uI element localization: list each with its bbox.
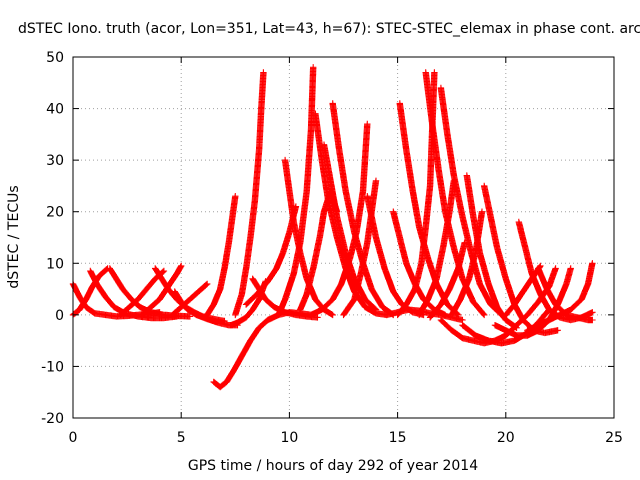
y-tick-label: -20 — [41, 411, 64, 427]
data-series — [426, 239, 468, 321]
data-series — [312, 110, 390, 319]
y-tick-label: 10 — [46, 256, 64, 272]
data-series — [329, 100, 397, 319]
x-tick-label: 20 — [497, 430, 515, 446]
data-series — [524, 260, 596, 334]
y-axis-label: dSTEC / TECUs — [6, 185, 22, 288]
data-series — [463, 172, 520, 331]
data-series — [169, 280, 211, 319]
x-axis-label: GPS time / hours of day 292 of year 2014 — [188, 458, 478, 474]
y-tick-label: 0 — [55, 308, 64, 324]
y-tick-label: 30 — [46, 153, 64, 169]
data-series — [232, 69, 267, 319]
data-series — [307, 120, 371, 319]
data-series — [416, 177, 458, 319]
y-tick-label: 20 — [46, 205, 64, 221]
data-series — [204, 193, 239, 319]
y-tick-label: 40 — [46, 102, 64, 118]
axes: 0 5 10 15 20 25 -20 -10 0 10 20 30 40 50 — [41, 50, 623, 446]
plot-frame — [72, 56, 615, 419]
data-series — [437, 84, 505, 319]
data-series — [139, 262, 185, 319]
data-series — [275, 64, 317, 319]
x-tick-label: 5 — [177, 430, 186, 446]
x-tick-label: 0 — [69, 430, 78, 446]
y-tick-label: 50 — [46, 50, 64, 66]
y-tick-label: -10 — [41, 359, 64, 375]
chart-title: dSTEC Iono. truth (acor, Lon=351, Lat=43… — [18, 21, 640, 37]
plot-area — [69, 64, 596, 391]
x-tick-label: 15 — [389, 430, 407, 446]
x-tick-label: 10 — [280, 430, 298, 446]
x-tick-label: 25 — [605, 430, 623, 446]
